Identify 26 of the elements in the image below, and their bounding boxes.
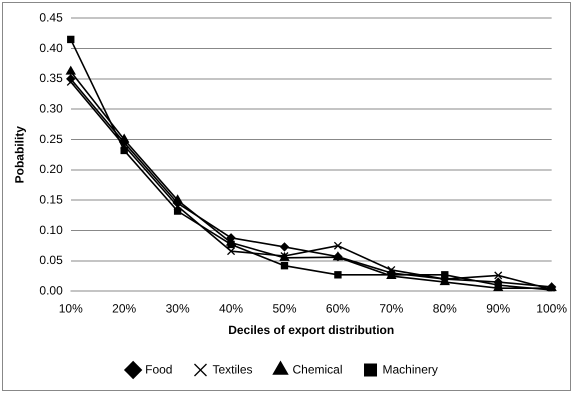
x-tick-label: 10% [58, 302, 84, 316]
x-tick-label: 20% [112, 302, 137, 316]
y-tick-label: 0.10 [39, 222, 64, 237]
y-tick-label: 0.30 [39, 102, 64, 116]
y-tick-label: 0.05 [39, 253, 64, 268]
x-axis-title: Deciles of export distribution [228, 323, 394, 338]
legend-label: Chemical [292, 362, 343, 376]
y-tick-label: 0.15 [39, 192, 64, 207]
y-tick-label: 0.00 [39, 284, 64, 298]
x-tick-label: 100% [536, 302, 568, 316]
y-axis-title: Pobability [12, 126, 27, 184]
x-tick-label: 30% [166, 302, 190, 316]
x-tick-label: 70% [379, 302, 404, 316]
x-tick-label: 90% [486, 302, 511, 316]
y-tick-label: 0.40 [39, 40, 64, 55]
legend-label: Textiles [212, 362, 252, 376]
y-tick-label: 0.45 [39, 10, 64, 25]
x-tick-label: 50% [272, 302, 297, 316]
x-tick-label: 60% [326, 302, 350, 316]
legend-label: Food [145, 362, 172, 376]
x-tick-label: 40% [219, 302, 244, 316]
legend-label: Machinery [382, 362, 438, 376]
y-tick-label: 0.25 [39, 132, 64, 146]
y-tick-label: 0.20 [39, 162, 64, 176]
x-tick-label: 80% [432, 302, 458, 316]
y-tick-label: 0.35 [39, 71, 64, 86]
